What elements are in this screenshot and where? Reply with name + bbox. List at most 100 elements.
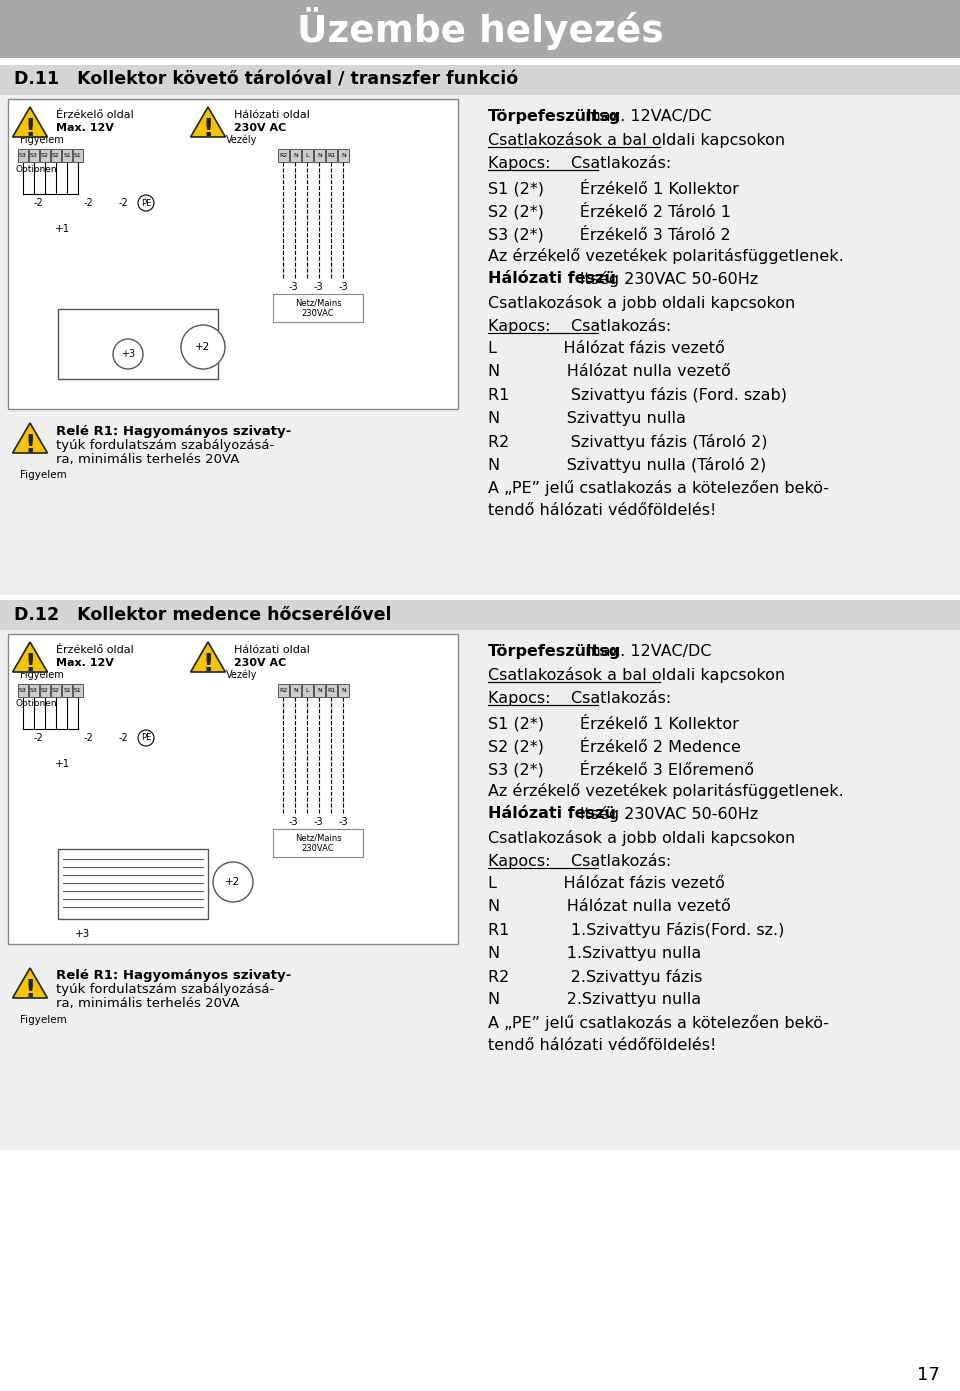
Bar	[0, 0, 960, 58]
Text: S1: S1	[74, 153, 82, 159]
Text: S3 (2*)       Érzékelő 3 Előremenő: S3 (2*) Érzékelő 3 Előremenő	[488, 759, 754, 778]
Text: -2: -2	[34, 733, 43, 743]
Text: R2            Szivattyu fázis (Tároló 2): R2 Szivattyu fázis (Tároló 2)	[488, 434, 767, 449]
Text: ra, minimális terhelés 20VA: ra, minimális terhelés 20VA	[56, 997, 239, 1010]
Text: +3: +3	[121, 349, 135, 359]
Text: -2: -2	[34, 198, 43, 209]
Bar	[29, 684, 39, 697]
Text: R2: R2	[279, 153, 288, 159]
Polygon shape	[191, 643, 226, 672]
Text: S2: S2	[52, 689, 60, 693]
Text: Max. 12V: Max. 12V	[56, 122, 114, 134]
Bar	[314, 684, 325, 697]
Text: Netz/Mains
230VAC: Netz/Mains 230VAC	[295, 833, 342, 853]
Bar	[338, 149, 349, 161]
Text: Csatlakozások a jobb oldali kapcsokon: Csatlakozások a jobb oldali kapcsokon	[488, 295, 795, 310]
Bar	[290, 149, 301, 161]
Text: Kapocs:    Csatlakozás:: Kapocs: Csatlakozás:	[488, 156, 671, 171]
Text: N             2.Szivattyu nulla: N 2.Szivattyu nulla	[488, 992, 701, 1007]
Text: L             Hálózat fázis vezető: L Hálózat fázis vezető	[488, 876, 725, 892]
Text: +2: +2	[226, 876, 241, 887]
Text: S3: S3	[19, 153, 27, 159]
Text: R1: R1	[327, 153, 336, 159]
Bar	[62, 684, 72, 697]
Text: Érzékelő oldal: Érzékelő oldal	[56, 110, 133, 120]
Bar	[18, 149, 28, 161]
Bar	[58, 849, 208, 919]
Bar	[51, 149, 61, 161]
Polygon shape	[12, 643, 47, 672]
Text: Csatlakozások a bal oldali kapcsokon: Csatlakozások a bal oldali kapcsokon	[488, 132, 785, 149]
Text: Üzembe helyezés: Üzembe helyezés	[297, 7, 663, 50]
Text: Figyelem: Figyelem	[20, 670, 63, 680]
Text: Relé R1: Hagyományos szivaty-: Relé R1: Hagyományos szivaty-	[56, 970, 291, 982]
Text: S3 (2*)       Érzékelő 3 Tároló 2: S3 (2*) Érzékelő 3 Tároló 2	[488, 225, 731, 242]
Text: N: N	[293, 153, 298, 159]
Text: D.12   Kollektor medence hőcserélővel: D.12 Kollektor medence hőcserélővel	[14, 606, 392, 625]
Text: N: N	[317, 689, 322, 693]
Text: R1: R1	[327, 689, 336, 693]
Text: Törpefeszültsg: Törpefeszültsg	[488, 108, 621, 124]
Bar	[338, 684, 349, 697]
Text: Figyelem: Figyelem	[20, 135, 63, 145]
Text: S3: S3	[19, 689, 27, 693]
Bar	[73, 684, 83, 697]
Text: N             1.Szivattyu nulla: N 1.Szivattyu nulla	[488, 946, 701, 961]
Text: ltség 230VAC 50-60Hz: ltség 230VAC 50-60Hz	[580, 807, 758, 822]
Bar	[278, 149, 289, 161]
Text: ra, minimális terhelés 20VA: ra, minimális terhelés 20VA	[56, 452, 239, 466]
Text: S1: S1	[74, 689, 82, 693]
Text: Érzékelő oldal: Érzékelő oldal	[56, 645, 133, 655]
Circle shape	[113, 339, 143, 369]
Text: Optionen: Optionen	[16, 700, 58, 708]
Text: S1: S1	[63, 153, 71, 159]
Text: Törpefeszültsg: Törpefeszültsg	[488, 644, 621, 659]
Text: Csatlakozások a bal oldali kapcsokon: Csatlakozások a bal oldali kapcsokon	[488, 668, 785, 683]
Bar	[40, 149, 50, 161]
Bar	[326, 684, 337, 697]
Text: +1: +1	[56, 759, 71, 769]
Text: S3: S3	[30, 689, 38, 693]
Polygon shape	[12, 107, 47, 136]
Bar	[0, 95, 960, 595]
Text: ltség 230VAC 50-60Hz: ltség 230VAC 50-60Hz	[580, 271, 758, 288]
Text: S1 (2*)       Érzékelő 1 Kollektor: S1 (2*) Érzékelő 1 Kollektor	[488, 178, 739, 196]
Text: 17: 17	[917, 1366, 940, 1384]
Circle shape	[213, 862, 253, 901]
Text: L             Hálózat fázis vezető: L Hálózat fázis vezető	[488, 341, 725, 356]
Polygon shape	[191, 107, 226, 136]
Bar	[8, 99, 458, 409]
Bar	[58, 309, 218, 378]
Text: 230V AC: 230V AC	[234, 658, 286, 668]
Text: !: !	[24, 652, 36, 676]
Text: N: N	[341, 689, 346, 693]
Text: !: !	[203, 117, 214, 140]
Text: !: !	[203, 652, 214, 676]
Polygon shape	[12, 423, 47, 453]
Bar	[273, 829, 363, 857]
Text: A „PE” jelű csatlakozás a kötelezően bekö-: A „PE” jelű csatlakozás a kötelezően bek…	[488, 480, 829, 497]
Text: R1            1.Szivattyu Fázis(Ford. sz.): R1 1.Szivattyu Fázis(Ford. sz.)	[488, 922, 784, 939]
Text: L: L	[305, 689, 309, 693]
Text: Figyelem: Figyelem	[20, 470, 67, 480]
Text: Csatlakozások a jobb oldali kapcsokon: Csatlakozások a jobb oldali kapcsokon	[488, 829, 795, 846]
Text: !: !	[24, 433, 36, 458]
Bar	[40, 684, 50, 697]
Text: Kapocs:    Csatlakozás:: Kapocs: Csatlakozás:	[488, 690, 671, 707]
Bar	[0, 65, 960, 95]
Text: R1            Szivattyu fázis (Ford. szab): R1 Szivattyu fázis (Ford. szab)	[488, 388, 787, 403]
Text: Optionen: Optionen	[16, 164, 58, 174]
Bar	[8, 634, 458, 944]
Text: S2: S2	[52, 153, 60, 159]
Bar	[73, 149, 83, 161]
Text: Hálózati oldal: Hálózati oldal	[234, 110, 310, 120]
Text: Hálózati feszü: Hálózati feszü	[488, 271, 616, 287]
Bar	[0, 600, 960, 630]
Text: -3: -3	[338, 282, 348, 292]
Text: S2: S2	[41, 153, 49, 159]
Text: -2: -2	[118, 198, 128, 209]
Text: Vezély: Vezély	[226, 135, 257, 145]
Text: S1 (2*)       Érzékelő 1 Kollektor: S1 (2*) Érzékelő 1 Kollektor	[488, 714, 739, 732]
Text: tyúk fordulatszám szabályozásá-: tyúk fordulatszám szabályozásá-	[56, 438, 275, 452]
Text: Relé R1: Hagyományos szivaty-: Relé R1: Hagyományos szivaty-	[56, 424, 291, 438]
